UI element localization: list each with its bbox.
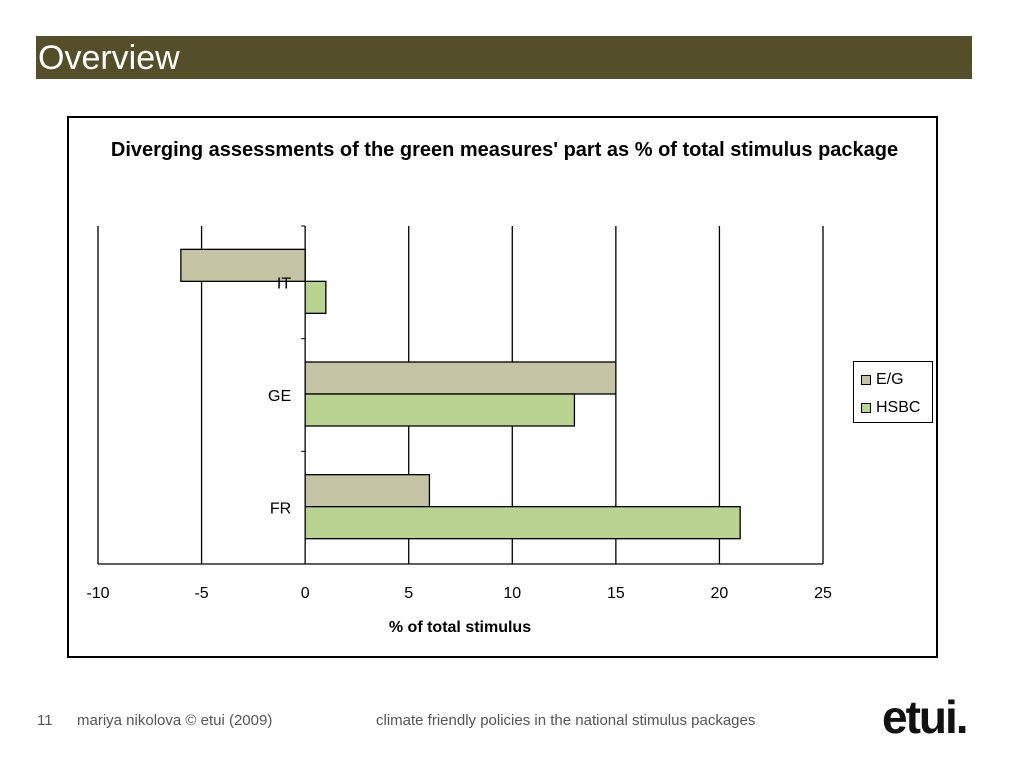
x-axis-title: % of total stimulus: [389, 619, 531, 636]
bar-it-hsbc: [304, 280, 327, 314]
legend-swatch-hsbc: [861, 403, 871, 413]
chart-title: Diverging assessments of the green measu…: [110, 139, 899, 161]
bar-chart: IT GE FR -10 -5 0 5 10 15 20 25 % of total stimulus: [86, 225, 832, 636]
footer-author: mariya nikolova © etui (2009): [77, 712, 273, 729]
footer-topic: climate friendly policies in the nationa…: [376, 712, 756, 729]
category-label-it: IT: [277, 275, 291, 292]
slide-number: 11: [37, 712, 53, 729]
slide-title: Overview: [38, 39, 180, 77]
x-tick-label-5: 15: [607, 585, 625, 602]
legend-label-hsbc: HSBC: [876, 399, 921, 416]
bar-ge-hsbc: [304, 393, 576, 427]
bar-fr-eg: [304, 474, 431, 508]
chart-area: Diverging assessments of the green measu…: [67, 116, 938, 658]
legend-swatch-eg: [861, 375, 871, 385]
bar-it-eg: [180, 248, 306, 282]
title-bar: Overview: [36, 36, 972, 79]
legend: E/G HSBC: [853, 361, 933, 423]
legend-label-eg: E/G: [876, 371, 904, 388]
x-tick-label-1: -5: [194, 585, 208, 602]
etui-logo: etui.: [882, 691, 969, 743]
x-tick-label-2: 0: [301, 585, 310, 602]
category-label-fr: FR: [270, 501, 291, 518]
x-tick-label-0: -10: [86, 585, 109, 602]
category-label-ge: GE: [268, 388, 291, 405]
x-tick-label-7: 25: [814, 585, 832, 602]
x-tick-label-6: 20: [711, 585, 729, 602]
x-tick-label-4: 10: [503, 585, 521, 602]
x-tick-label-3: 5: [404, 585, 413, 602]
bar-fr-hsbc: [304, 506, 741, 540]
bar-ge-eg: [304, 361, 617, 395]
